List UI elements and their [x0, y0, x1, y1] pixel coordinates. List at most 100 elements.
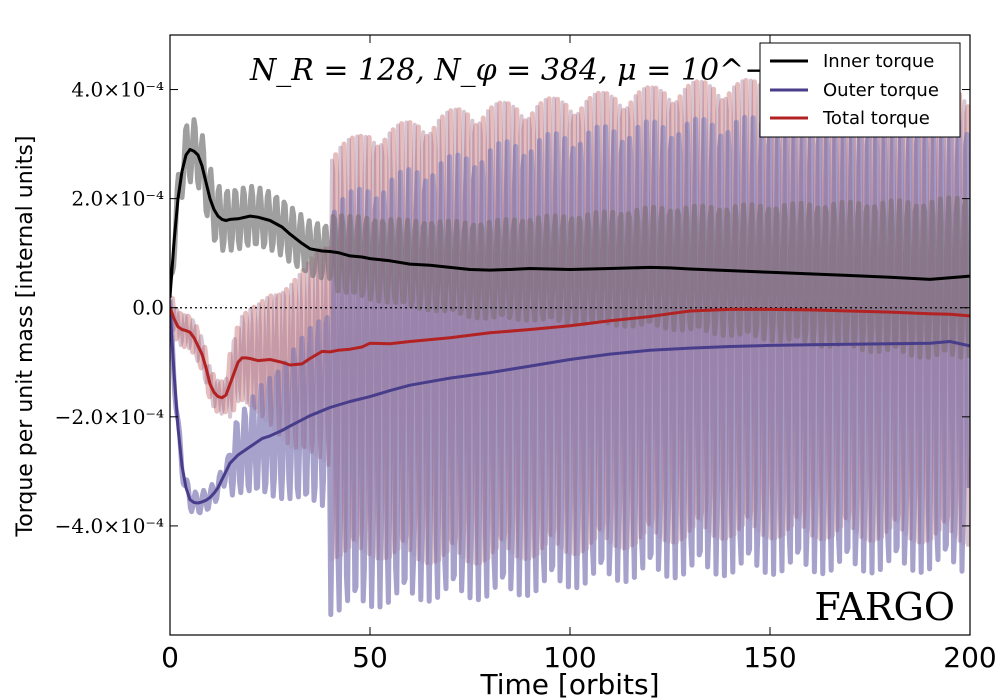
code-annotation: FARGO — [814, 585, 955, 629]
data-point-inner — [349, 255, 351, 257]
data-point-total — [205, 366, 207, 369]
data-point-outer — [329, 406, 331, 409]
data-point-total — [569, 324, 571, 327]
data-point-total — [193, 336, 195, 339]
data-point-total — [949, 313, 951, 316]
data-point-outer — [181, 465, 183, 467]
data-point-total — [289, 364, 291, 366]
data-point-outer — [809, 344, 811, 346]
data-point-outer — [205, 499, 207, 502]
data-point-total — [649, 315, 651, 318]
data-point-inner — [281, 226, 283, 228]
x-tick-labels: 0 50 100 150 200 — [161, 641, 997, 674]
data-point-inner — [409, 263, 411, 265]
data-point-inner — [449, 266, 451, 269]
data-point-total — [529, 328, 531, 331]
data-point-inner — [509, 268, 511, 271]
data-point-total — [213, 391, 215, 394]
data-point-total — [209, 383, 211, 385]
raw-trace-total-3 — [170, 78, 970, 566]
data-point-inner — [337, 251, 339, 254]
data-point-inner — [217, 215, 219, 217]
data-point-outer — [949, 340, 951, 343]
y-tick-label: −2.0×10⁻⁴ — [55, 405, 164, 429]
data-point-inner — [213, 208, 215, 211]
data-point-outer — [889, 342, 891, 345]
data-point-outer — [729, 345, 731, 348]
data-point-inner — [429, 264, 431, 266]
data-point-inner — [569, 268, 571, 271]
data-point-outer — [929, 342, 931, 344]
data-point-total — [301, 363, 303, 365]
legend-label-outer: Outer torque — [823, 80, 939, 101]
data-point-total — [361, 346, 363, 348]
x-tick-label: 100 — [543, 641, 596, 674]
y-tick-label: 0.0 — [132, 296, 164, 320]
data-point-total — [889, 311, 891, 313]
data-point-inner — [669, 267, 671, 269]
raw-trace-outer-1 — [170, 111, 970, 618]
data-point-total — [321, 350, 323, 353]
data-point-total — [225, 394, 227, 396]
data-point-total — [185, 329, 187, 332]
data-point-outer — [197, 502, 199, 504]
data-point-total — [489, 332, 491, 334]
data-point-inner — [849, 274, 851, 277]
y-tick-label: −4.0×10⁻⁴ — [55, 514, 164, 538]
data-point-inner — [173, 241, 175, 244]
data-point-total — [609, 320, 611, 322]
data-point-total — [337, 349, 339, 352]
data-point-inner — [549, 268, 551, 270]
data-point-inner — [489, 269, 491, 271]
data-point-total — [369, 342, 371, 344]
data-point-total — [245, 357, 247, 359]
x-tick-label: 150 — [743, 641, 796, 674]
x-tick-label: 0 — [161, 641, 179, 674]
data-point-outer — [229, 462, 231, 464]
data-point-total — [233, 372, 235, 374]
data-point-inner — [201, 165, 203, 167]
data-point-inner — [257, 216, 259, 218]
data-point-inner — [889, 276, 891, 278]
data-point-inner — [389, 260, 391, 262]
data-point-inner — [185, 154, 187, 156]
data-point-outer — [281, 429, 283, 432]
data-point-inner — [229, 218, 231, 221]
data-point-outer — [609, 353, 611, 355]
data-point-outer — [249, 446, 251, 448]
data-point-total — [689, 310, 691, 312]
legend: Inner torque Outer torque Total torque — [759, 42, 961, 138]
data-point-total — [929, 312, 931, 315]
data-point-outer — [185, 486, 187, 489]
data-point-outer — [769, 344, 771, 347]
data-point-total — [349, 348, 351, 350]
data-point-inner — [809, 273, 811, 275]
legend-label-total: Total torque — [822, 108, 930, 129]
legend-label-inner: Inner torque — [823, 51, 934, 72]
y-tick-label: 4.0×10⁻⁴ — [71, 78, 164, 102]
data-point-outer — [213, 492, 215, 494]
data-point-inner — [289, 233, 291, 235]
data-point-inner — [249, 215, 251, 217]
data-point-inner — [649, 266, 651, 269]
x-tick-label: 200 — [943, 641, 996, 674]
data-point-outer — [649, 349, 651, 352]
data-point-inner — [205, 181, 207, 184]
data-point-inner — [369, 257, 371, 260]
data-point-inner — [469, 268, 471, 271]
data-point-outer — [269, 435, 271, 437]
data-point-outer — [349, 400, 351, 403]
data-point-inner — [929, 278, 931, 281]
data-point-outer — [389, 389, 391, 392]
data-point-total — [329, 351, 331, 353]
data-point-inner — [361, 256, 363, 258]
data-point-inner — [269, 219, 271, 222]
data-point-outer — [569, 358, 571, 361]
data-point-total — [217, 395, 219, 398]
axis-ticks — [169, 35, 971, 635]
data-point-inner — [729, 269, 731, 272]
data-point-inner — [221, 218, 223, 221]
data-point-outer — [173, 372, 175, 374]
data-point-outer — [409, 384, 411, 386]
